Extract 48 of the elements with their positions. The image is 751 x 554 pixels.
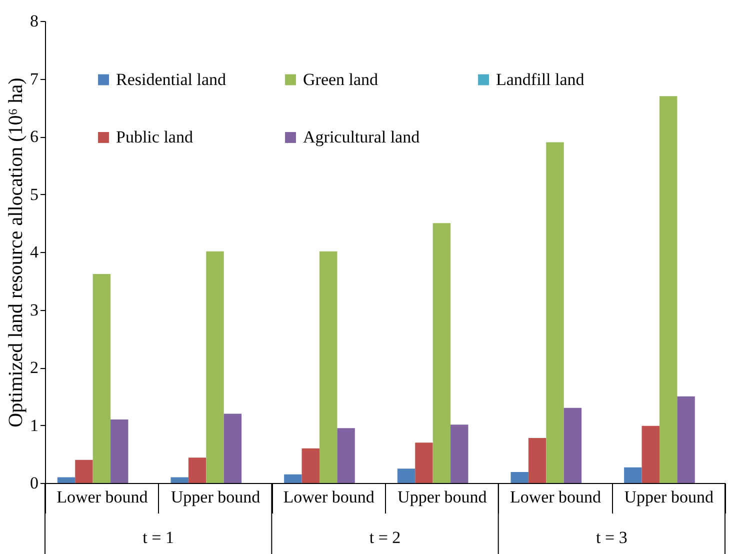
y-tick-label: 8 bbox=[30, 12, 38, 30]
x-tick-label: Upper bound bbox=[624, 488, 714, 506]
bar bbox=[450, 424, 468, 483]
legend-label: Agricultural land bbox=[303, 128, 420, 146]
x-tick-label: Lower bound bbox=[56, 488, 148, 506]
bar bbox=[92, 274, 111, 483]
y-tick-label: 2 bbox=[30, 358, 38, 377]
bar bbox=[284, 474, 302, 483]
bar bbox=[546, 142, 564, 483]
x-tick-label: Lower bound bbox=[283, 488, 375, 506]
y-tick-label: 4 bbox=[30, 242, 39, 262]
bar bbox=[624, 467, 642, 483]
y-axis-title: Optimized land resource allocation (10⁶ ha) bbox=[5, 78, 27, 428]
text: t = 1 bbox=[142, 528, 174, 547]
legend-label: Residential land bbox=[116, 70, 226, 89]
y-tick-label: 0 bbox=[30, 474, 38, 492]
bar bbox=[319, 251, 338, 483]
x-tick-label: Lower bound bbox=[510, 488, 602, 506]
y-tick-label: 1 bbox=[30, 416, 38, 435]
y-tick-label: 3 bbox=[30, 300, 38, 320]
bar bbox=[528, 438, 546, 483]
bar bbox=[337, 428, 355, 483]
bar bbox=[224, 414, 242, 483]
bar bbox=[188, 458, 206, 483]
bar bbox=[75, 460, 93, 483]
bar bbox=[397, 468, 416, 483]
text: t = 3 bbox=[596, 528, 628, 547]
bar bbox=[206, 251, 224, 483]
legend-label: Public land bbox=[116, 128, 194, 146]
x-tick-label: Upper bound bbox=[398, 488, 488, 506]
bar bbox=[110, 419, 128, 483]
x-tick-label: Upper bound bbox=[170, 488, 261, 506]
bar bbox=[57, 477, 76, 483]
bar bbox=[415, 442, 433, 483]
text: t = 2 bbox=[369, 528, 401, 547]
bar bbox=[170, 477, 188, 483]
legend-label: Landfill land bbox=[496, 70, 585, 89]
bar bbox=[564, 408, 582, 483]
bar bbox=[302, 448, 320, 483]
bar bbox=[510, 472, 528, 483]
legend-label: Green land bbox=[303, 70, 379, 89]
bar bbox=[432, 223, 451, 483]
y-tick-label: 5 bbox=[30, 184, 38, 204]
bar bbox=[677, 396, 695, 483]
bar bbox=[659, 96, 678, 483]
bar bbox=[642, 426, 660, 483]
y-tick-label: 7 bbox=[30, 69, 39, 88]
y-tick-label: 6 bbox=[30, 127, 38, 146]
